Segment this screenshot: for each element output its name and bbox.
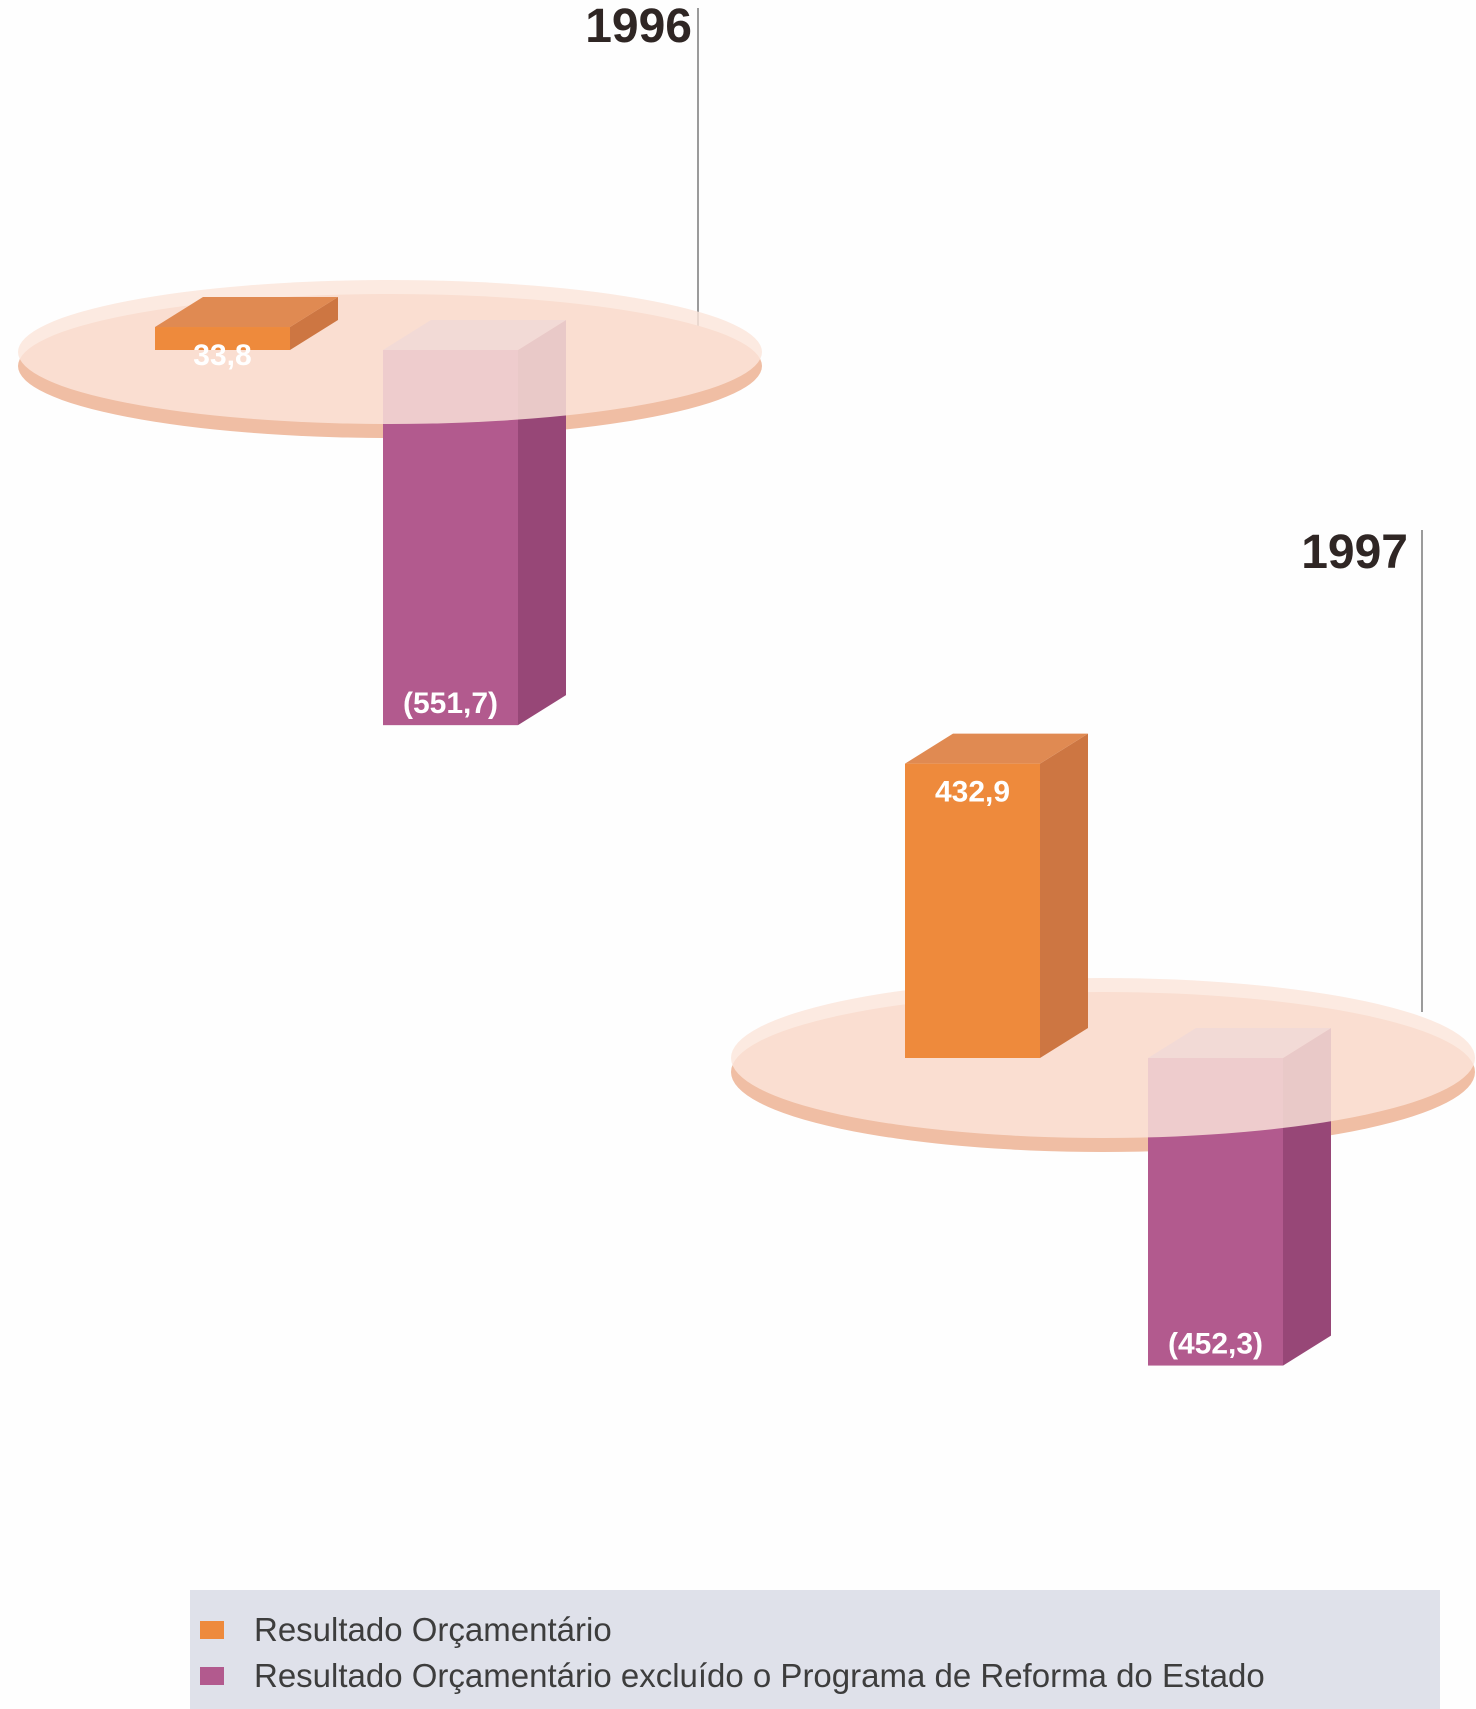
bar-side-face: [518, 320, 566, 726]
bar-1997-orcamentario: 432,9: [905, 733, 1088, 1058]
category-label: 1997: [1301, 526, 1408, 579]
plate-surface: [18, 280, 762, 424]
category-label: 1996: [585, 0, 692, 53]
bar-1996-orcamentario: 33,8: [155, 297, 338, 372]
data-label: 33,8: [193, 339, 251, 372]
bar-top-face: [905, 733, 1088, 764]
plate-surface: [731, 978, 1475, 1138]
legend: Resultado Orçamentário Resultado Orçamen…: [190, 1590, 1440, 1709]
legend-swatch-orange: [200, 1621, 224, 1639]
bar-front-face: [155, 327, 290, 350]
legend-label: Resultado Orçamentário excluído o Progra…: [254, 1657, 1265, 1694]
bar-side-face: [290, 297, 338, 350]
bar-side-face: [1040, 733, 1088, 1058]
legend-item-resultado-orcamentario: Resultado Orçamentário: [200, 1610, 612, 1650]
data-label: (551,7): [403, 687, 498, 720]
data-label: 432,9: [935, 776, 1010, 809]
legend-swatch-purple: [200, 1667, 224, 1685]
data-label: (452,3): [1168, 1328, 1263, 1361]
bar-front-face: [905, 763, 1040, 1058]
legend-label: Resultado Orçamentário: [254, 1611, 612, 1648]
legend-item-excluido-reforma: Resultado Orçamentário excluído o Progra…: [200, 1656, 1265, 1696]
bar-top-face: [155, 297, 338, 328]
